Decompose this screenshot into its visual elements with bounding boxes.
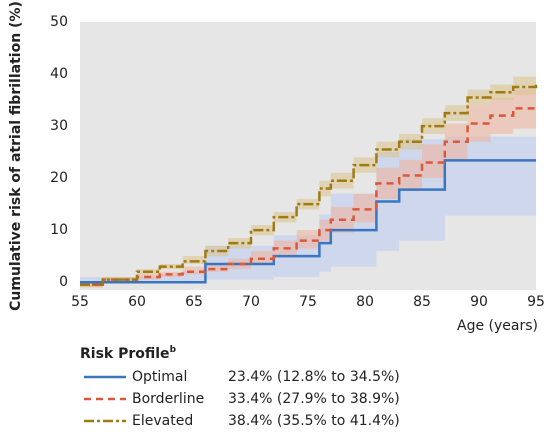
x-tick-label: 70: [242, 294, 260, 310]
plot-area: [80, 22, 538, 290]
y-axis-label: Cumulative risk of atrial fibrillation (…: [8, 1, 24, 311]
x-tick-label: 90: [470, 294, 488, 310]
step-line: [80, 107, 536, 287]
legend-title: Risk Profileb: [80, 345, 177, 363]
confidence-band: [80, 87, 536, 288]
x-axis-label: Age (years): [457, 318, 538, 334]
x-tick-label: 65: [185, 294, 203, 310]
legend-title-sup: b: [170, 345, 177, 355]
y-tick-label: 40: [50, 66, 68, 82]
step-line: [80, 82, 538, 287]
legend-label: Borderline: [132, 391, 204, 407]
legend-ci: 23.4% (12.8% to 34.5%): [228, 369, 400, 385]
y-tick-label: 10: [50, 222, 68, 238]
legend-label: Elevated: [132, 413, 193, 429]
x-tick-label: 75: [299, 294, 317, 310]
y-tick-label: 20: [50, 170, 68, 186]
x-tick-label: 55: [71, 294, 89, 310]
legend-ci: 38.4% (35.5% to 41.4%): [228, 413, 400, 429]
x-tick-label: 80: [356, 294, 374, 310]
legend-label: Optimal: [132, 369, 187, 385]
step-line: [80, 159, 536, 284]
x-tick-label: 60: [128, 294, 146, 310]
legend-ci: 33.4% (27.9% to 38.9%): [228, 391, 400, 407]
y-tick-label: 0: [59, 274, 68, 290]
y-tick-label: 30: [50, 118, 68, 134]
x-tick-label: 95: [527, 294, 544, 310]
x-tick-label: 85: [413, 294, 431, 310]
legend-title-text: Risk Profile: [80, 346, 170, 362]
y-tick-label: 50: [50, 14, 68, 30]
